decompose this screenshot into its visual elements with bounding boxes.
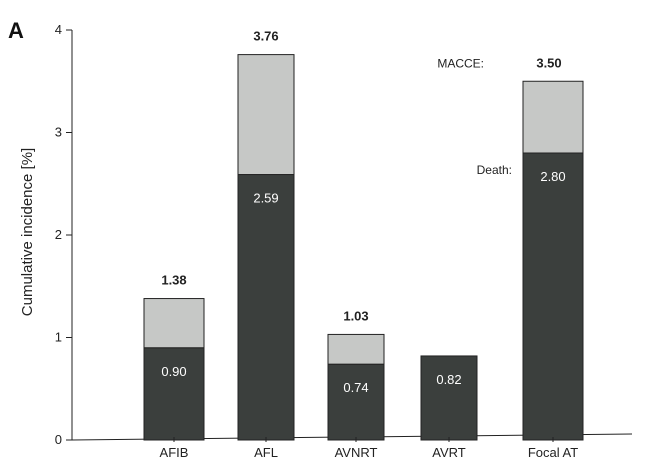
bar-macce <box>522 80 584 154</box>
death-value-label: 2.59 <box>253 191 278 206</box>
death-value-label: 0.74 <box>343 380 368 395</box>
panel-letter: A <box>8 18 24 43</box>
bars <box>143 54 584 441</box>
y-tick-label: 2 <box>55 227 62 242</box>
x-ticks: AFIB AFL AVNRT AVRT Focal AT <box>160 437 578 460</box>
total-value-label: 1.03 <box>343 308 368 323</box>
total-value-label: 3.76 <box>253 29 278 44</box>
bar-macce <box>143 298 205 349</box>
total-value-label: 1.38 <box>161 273 186 288</box>
death-value-label: 2.80 <box>540 169 565 184</box>
y-axis-title: Cumulative incidence [%] <box>19 148 36 316</box>
x-tick-label: AFL <box>254 445 278 460</box>
y-tick-label: 3 <box>55 125 62 140</box>
y-ticks: 0 1 2 3 4 <box>55 22 72 447</box>
y-tick-label: 0 <box>55 432 62 447</box>
bar-death <box>420 355 478 441</box>
bar-death <box>327 363 385 441</box>
total-value-label: 3.50 <box>536 55 561 70</box>
bar-macce <box>237 54 295 176</box>
bar-death <box>143 347 205 441</box>
bar-death <box>522 152 584 441</box>
x-tick-label: AVNRT <box>335 445 378 460</box>
death-value-label: 0.82 <box>436 372 461 387</box>
data-labels: 0.90 1.38 2.59 3.76 0.74 1.03 0.82 2.80 3.50 <box>161 29 565 396</box>
x-tick-label: AVRT <box>432 445 466 460</box>
y-tick-label: 4 <box>55 22 62 37</box>
y-tick-label: 1 <box>55 330 62 345</box>
x-tick-label: Focal AT <box>528 445 578 460</box>
legend-macce: MACCE: <box>437 56 484 70</box>
bar-macce <box>327 333 385 365</box>
bar-death <box>237 174 295 441</box>
death-value-label: 0.90 <box>161 364 186 379</box>
legend-death: Death: <box>477 163 512 177</box>
x-tick-label: AFIB <box>160 445 189 460</box>
